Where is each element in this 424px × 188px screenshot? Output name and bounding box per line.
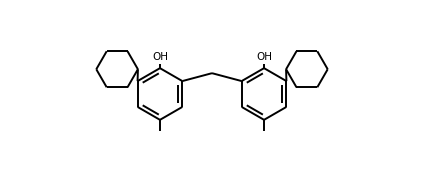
Text: OH: OH (256, 52, 272, 62)
Text: OH: OH (152, 52, 168, 62)
